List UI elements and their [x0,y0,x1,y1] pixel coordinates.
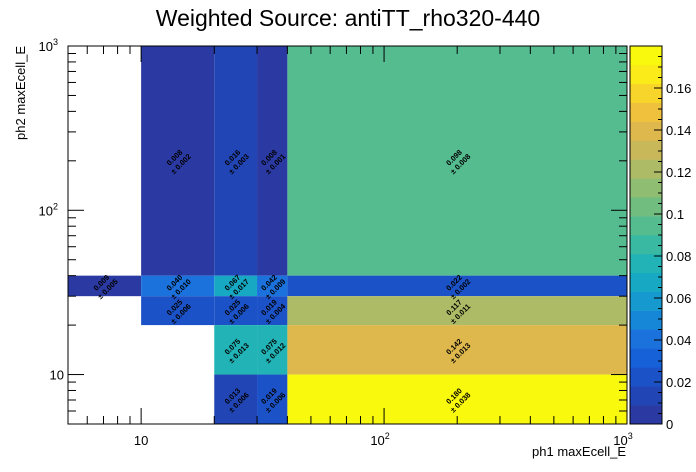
colorbar-tick-label: 0.06 [666,291,691,306]
heatmap-cell [68,275,142,297]
colorbar-segment [630,253,662,274]
colorbar-segment [630,405,662,425]
colorbar-segment [630,46,662,66]
heatmap-cell [257,374,288,424]
y-axis-ticks: 10 102 103 [39,37,627,425]
heatmap-cell [287,46,627,276]
colorbar-segment [630,291,662,311]
colorbar-segment [630,386,662,406]
colorbar-segment [630,329,662,349]
plot-frame [67,45,628,425]
colorbar-tick-label: 0.1 [666,207,684,222]
colorbar-tick-label: 0.14 [666,123,691,138]
heatmap-cell [287,374,627,424]
colorbar-segment [630,140,662,160]
colorbar-tick-label: 0.02 [666,375,691,390]
x-tick-label: 10 [134,433,148,448]
colorbar-segment [630,348,662,368]
x-axis-ticks: 10 102 103 [67,46,633,448]
heatmap-cell [214,374,258,424]
colorbar-tick-label: 0.08 [666,249,691,264]
chart-title: Weighted Source: antiTT_rho320-440 [156,5,540,31]
heatmap-cell [257,296,288,326]
heatmap-cell [214,275,258,297]
heatmap-cell [214,46,258,276]
heatmap-cell [214,296,258,326]
cells-layer [68,46,627,424]
heatmap-cell [214,325,258,375]
heatmap-cell [287,296,627,326]
colorbar-segment [630,310,662,330]
heatmap-cell [141,275,215,297]
colorbar-segment [630,178,662,198]
colorbar-segment [630,235,662,255]
colorbar-segment [630,216,662,236]
x-tick-label: 102 [370,431,389,448]
heatmap-cell [287,325,627,375]
x-tick-label: 103 [613,431,632,448]
colorbar-segment [630,102,662,122]
colorbar-tick-label: 0 [666,417,673,432]
cell-label: 0.009± 0.005 [92,273,120,301]
colorbar-segment [630,197,662,217]
y-axis-title: ph2 maxEcell_E [13,46,28,140]
heatmap-cell [257,275,288,297]
heatmap-cell [287,275,627,297]
colorbar-tick-label: 0.04 [666,333,691,348]
heatmap-cell [257,46,288,276]
colorbar-tick-label: 0.16 [666,81,691,96]
colorbar-segment [630,121,662,141]
colorbar-tick-label: 0.12 [666,165,691,180]
x-axis-title: ph1 maxEcell_E [532,444,626,459]
colorbar-segment [630,367,662,387]
colorbar: 0 0.02 0.04 0.06 0.08 0.1 0.12 0.14 0.16 [629,45,691,432]
colorbar-segment [630,159,662,179]
y-tick-label: 102 [39,201,58,218]
y-tick-label: 103 [39,37,58,54]
colorbar-segment [630,272,662,292]
colorbar-segment [630,83,662,103]
heatmap-cell [257,325,288,375]
heatmap-cell [141,46,215,276]
heatmap-cell [141,296,215,326]
y-tick-label: 10 [50,368,64,383]
colorbar-segment [630,64,662,85]
